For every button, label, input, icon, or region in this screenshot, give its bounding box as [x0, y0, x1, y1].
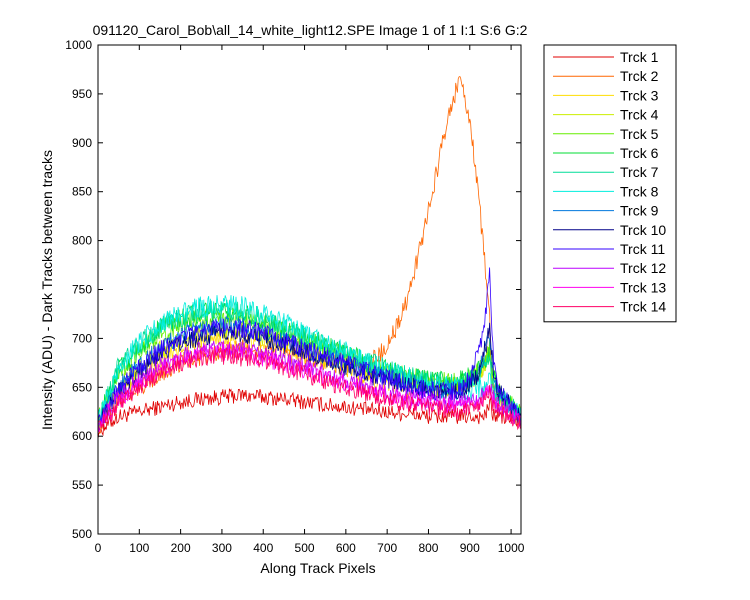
y-tick-label: 650 — [72, 380, 92, 394]
y-tick-label: 700 — [72, 331, 92, 345]
legend-label: Trck 11 — [620, 241, 665, 257]
x-tick-label: 400 — [253, 541, 273, 555]
y-axis-label: Intensity (ADU) - Dark Tracks between tr… — [39, 150, 55, 430]
plot-area — [98, 45, 521, 534]
legend-label: Trck 12 — [620, 260, 666, 276]
legend-label: Trck 10 — [620, 222, 666, 238]
y-tick-label: 750 — [72, 283, 92, 297]
series-line-11 — [97, 267, 521, 426]
series-line-1 — [97, 388, 521, 440]
y-tick-label: 600 — [72, 429, 92, 443]
series-line-14 — [97, 347, 521, 431]
legend-label: Trck 6 — [620, 145, 659, 161]
x-tick-label: 500 — [295, 541, 315, 555]
x-tick-label: 800 — [418, 541, 438, 555]
y-tick-label: 1000 — [65, 38, 92, 52]
x-tick-label: 300 — [212, 541, 232, 555]
x-tick-label: 200 — [171, 541, 191, 555]
x-tick-label: 1000 — [498, 541, 525, 555]
chart-title: 091120_Carol_Bob\all_14_white_light12.SP… — [93, 22, 528, 38]
y-tick-label: 800 — [72, 234, 92, 248]
x-axis-label: Along Track Pixels — [260, 560, 375, 576]
y-tick-label: 950 — [72, 87, 92, 101]
x-tick-label: 700 — [377, 541, 397, 555]
y-axis: 500 550 600 650 700 750 800 850 900 950 1000 — [65, 38, 521, 541]
x-tick-label: 100 — [129, 541, 149, 555]
y-tick-label: 550 — [72, 478, 92, 492]
legend-label: Trck 3 — [620, 87, 659, 103]
legend-label: Trck 9 — [620, 203, 659, 219]
legend-label: Trck 2 — [620, 68, 659, 84]
series-layer — [97, 75, 521, 440]
legend-label: Trck 14 — [620, 299, 666, 315]
legend-label: Trck 7 — [620, 164, 659, 180]
series-line-13 — [97, 343, 521, 433]
y-tick-label: 500 — [72, 527, 92, 541]
legend-box — [543, 44, 677, 323]
legend-label: Trck 5 — [620, 126, 659, 142]
x-tick-label: 0 — [95, 541, 102, 555]
x-tick-label: 900 — [460, 541, 480, 555]
x-tick-label: 600 — [336, 541, 356, 555]
legend: Trck 1 Trck 2 Trck 3 Trck 4 Trck 5 Trck 6 Trck… — [543, 44, 677, 323]
legend-label: Trck 8 — [620, 183, 659, 199]
legend-label: Trck 1 — [620, 49, 659, 65]
x-axis: 0 100 200 300 400 500 600 700 800 900 1000 — [95, 45, 525, 555]
legend-label: Trck 13 — [620, 279, 666, 295]
y-tick-label: 850 — [72, 185, 92, 199]
legend-label: Trck 4 — [620, 107, 659, 123]
y-tick-label: 900 — [72, 136, 92, 150]
